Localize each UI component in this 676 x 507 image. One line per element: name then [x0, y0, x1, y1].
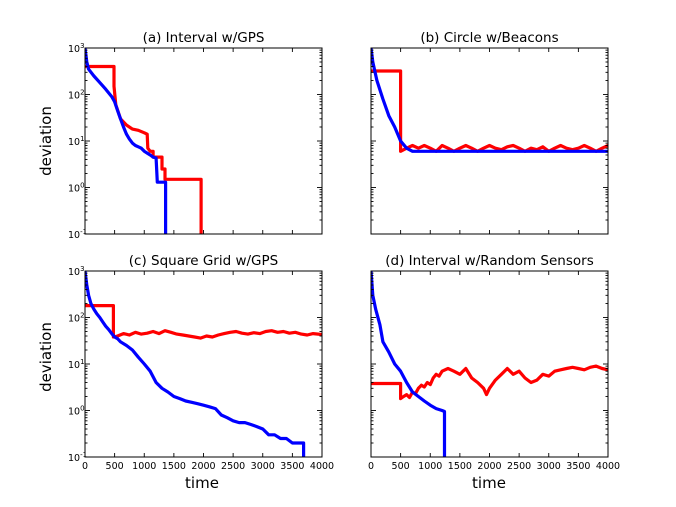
axes-frame — [370, 47, 609, 235]
x-tick-label: 1500 — [448, 461, 472, 472]
x-tick-label: 2500 — [221, 461, 245, 472]
chart-title: (c) Square Grid w/GPS — [129, 253, 278, 269]
chart-panel-4: (d) Interval w/Random Sensors 0 500 1000 150… — [368, 253, 620, 472]
x-tick-label: 1000 — [418, 461, 442, 472]
chart-panel-1: (a) Interval w/GPS 103 102 101 100 10-1 — [68, 30, 323, 241]
x-tick-label: 4000 — [596, 461, 620, 472]
chart-title: (b) Circle w/Beacons — [420, 30, 558, 46]
x-tick-label: 4000 — [310, 461, 334, 472]
x-tick-label: 3000 — [251, 461, 275, 472]
y-tick-label: 102 — [68, 312, 85, 325]
chart-panel-2: (b) Circle w/Beacons — [370, 30, 609, 235]
series-line-blue — [85, 271, 306, 457]
x-tick-label: 2000 — [477, 461, 501, 472]
y-tick-label: 103 — [68, 265, 85, 278]
x-tick-label: 0 — [82, 461, 88, 472]
series-line-red — [371, 364, 608, 401]
x-axis-label-left: time — [185, 474, 219, 492]
y-tick-label: 103 — [68, 42, 85, 55]
y-tick-label: 100 — [68, 405, 85, 418]
x-tick-label: 3500 — [566, 461, 590, 472]
series-line-red — [371, 69, 608, 153]
y-tick-label: 100 — [68, 182, 85, 195]
series-line-red — [85, 304, 322, 340]
y-tick-label: 101 — [68, 135, 85, 148]
y-tick-label: 102 — [68, 89, 85, 102]
series-line-blue — [371, 271, 447, 457]
x-tick-label: 2500 — [507, 461, 531, 472]
y-axis-label-bottom: deviation — [37, 322, 55, 392]
axes-frame — [370, 270, 609, 458]
x-tick-label: 500 — [392, 461, 410, 472]
x-tick-label: 3500 — [280, 461, 304, 472]
x-tick-label: 1500 — [162, 461, 186, 472]
x-tick-label: 500 — [106, 461, 124, 472]
axes-frame — [84, 47, 323, 235]
series-line-blue — [85, 48, 168, 234]
y-tick-label: 10-1 — [68, 451, 87, 464]
chart-title: (a) Interval w/GPS — [143, 30, 265, 46]
series-line-blue — [371, 48, 608, 153]
x-tick-label: 3000 — [537, 461, 561, 472]
x-tick-label: 1000 — [132, 461, 156, 472]
y-tick-label: 10-1 — [68, 228, 87, 241]
panels: (a) Interval w/GPS 103 102 101 100 10-1 (b) Ci… — [68, 30, 620, 472]
x-tick-label: 0 — [368, 461, 374, 472]
y-axis-label-top: deviation — [37, 106, 55, 176]
y-tick-label: 101 — [68, 358, 85, 371]
axes-frame — [84, 270, 323, 458]
chart-title: (d) Interval w/Random Sensors — [385, 253, 593, 269]
x-tick-label: 2000 — [191, 461, 215, 472]
chart-panel-3: (c) Square Grid w/GPS 0 500 1000 1500 2000 250… — [68, 253, 334, 472]
x-axis-label-right: time — [472, 474, 506, 492]
